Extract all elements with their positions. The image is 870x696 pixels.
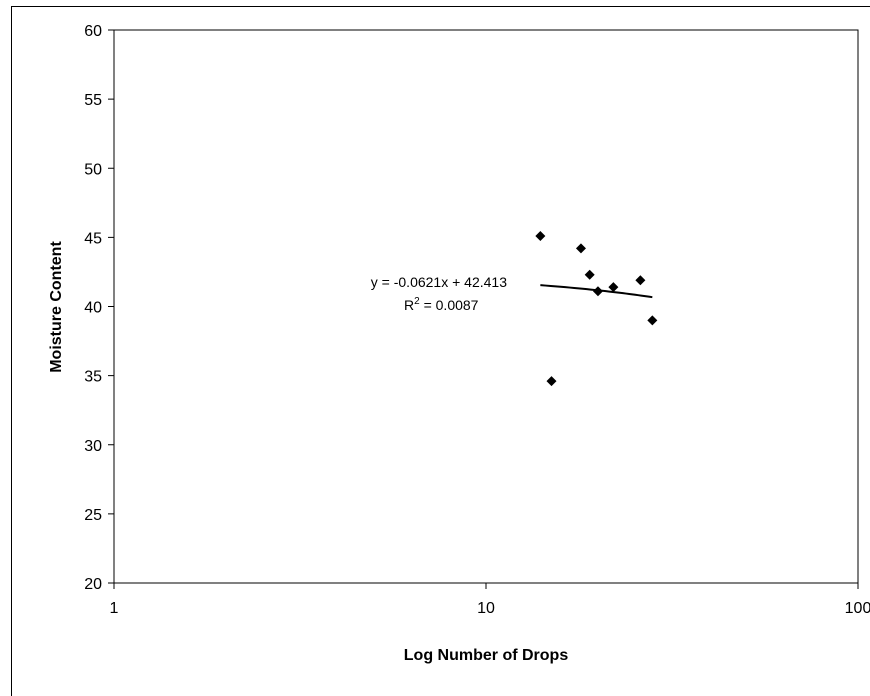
data-point <box>635 275 646 286</box>
y-axis-title: Moisture Content <box>48 241 65 373</box>
x-tick-label: 100 <box>845 600 870 617</box>
y-tick-label: 55 <box>84 92 102 109</box>
y-tick-label: 40 <box>84 300 102 317</box>
data-point <box>647 315 658 326</box>
chart-frame <box>11 6 870 696</box>
y-axis-ticks: 20 25 30 35 40 45 50 55 60 <box>84 23 114 593</box>
y-tick-label: 60 <box>84 23 102 40</box>
trendline-r2: R2 = 0.0087 <box>404 296 479 313</box>
r2-prefix: R <box>404 297 414 313</box>
r2-value: = 0.0087 <box>420 297 479 313</box>
plot-area <box>113 29 859 584</box>
y-tick-label: 30 <box>84 438 102 455</box>
y-tick-label: 25 <box>84 507 102 524</box>
data-points <box>535 230 658 387</box>
data-point <box>592 286 603 297</box>
scatter-chart: 20 25 30 35 40 45 50 55 60 1 10 100 Log Number of … <box>48 23 870 664</box>
x-tick-label: 10 <box>477 600 495 617</box>
y-tick-label: 50 <box>84 161 102 178</box>
plot-border <box>113 29 859 584</box>
data-point <box>546 376 557 387</box>
trendline-equation: y = -0.0621x + 42.413 <box>371 274 507 290</box>
data-point <box>575 243 586 254</box>
x-tick-label: 1 <box>110 600 119 617</box>
x-axis-ticks: 1 10 100 <box>110 583 870 617</box>
x-axis-title: Log Number of Drops <box>404 647 569 664</box>
data-point <box>584 269 595 280</box>
data-point <box>608 282 619 293</box>
y-tick-label: 45 <box>84 230 102 247</box>
r2-superscript: 2 <box>414 296 420 307</box>
trendline-group <box>540 284 653 299</box>
y-tick-label: 35 <box>84 369 102 386</box>
data-point <box>535 230 546 241</box>
trendline <box>540 284 653 299</box>
y-tick-label: 20 <box>84 576 102 593</box>
